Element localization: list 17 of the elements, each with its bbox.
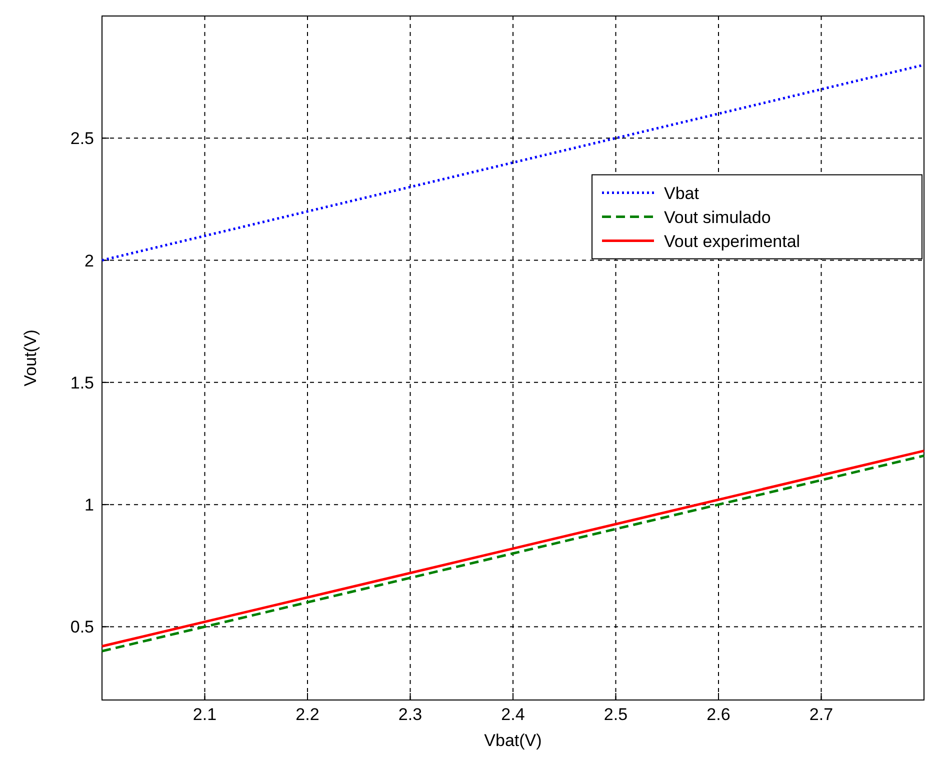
y-tick-label: 2 (84, 251, 94, 270)
x-tick-label: 2.6 (706, 705, 730, 724)
y-tick-label: 1 (84, 496, 94, 515)
x-tick-label: 2.1 (192, 705, 217, 724)
x-tick-label: 2.4 (501, 705, 525, 724)
y-tick-label: 1.5 (70, 373, 94, 392)
x-tick-label: 2.2 (296, 705, 320, 724)
x-tick-label: 2.7 (809, 705, 834, 724)
x-tick-label: 2.3 (398, 705, 422, 724)
x-tick-label: 2.5 (604, 705, 628, 724)
legend-label: Vbat (664, 184, 700, 203)
legend-label: Vout simulado (664, 208, 771, 227)
y-tick-label: 0.5 (70, 618, 94, 637)
y-axis-title: Vout(V) (21, 330, 40, 386)
legend-label: Vout experimental (664, 232, 800, 251)
x-axis-title: Vbat(V) (484, 731, 542, 750)
y-tick-label: 2.5 (70, 129, 94, 148)
